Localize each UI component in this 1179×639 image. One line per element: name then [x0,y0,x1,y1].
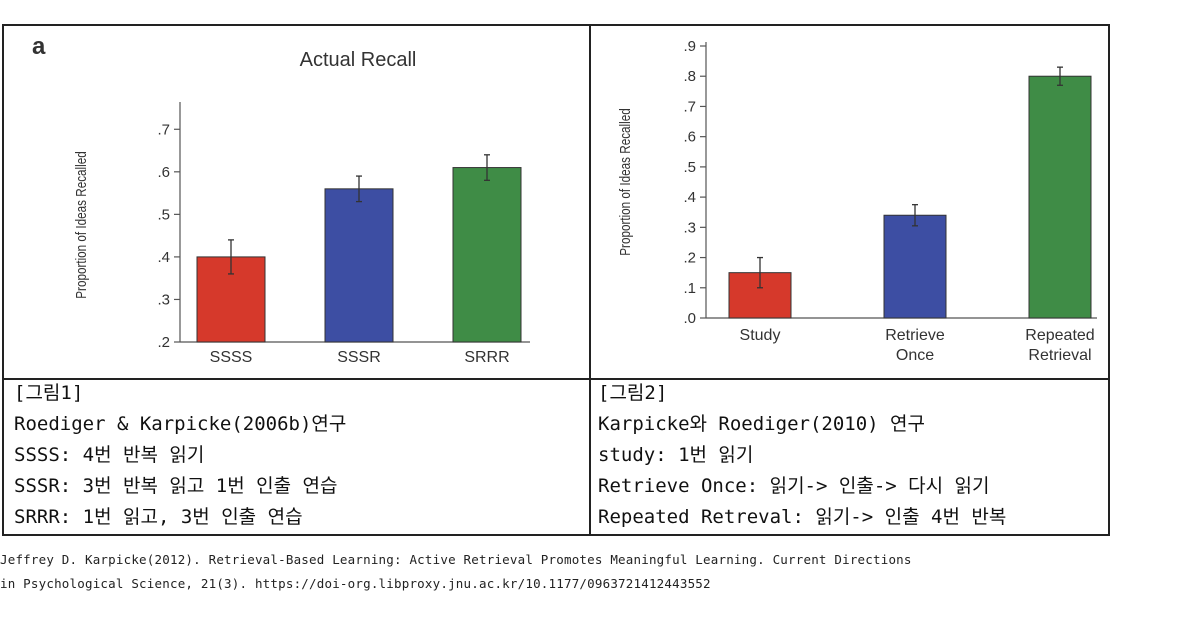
category-label: Retrieval [1028,347,1091,364]
chart-title: Actual Recall [300,49,417,71]
caption-line: Roediger & Karpicke(2006b)연구 [14,413,347,435]
bar-1 [883,214,947,319]
y-tick-label: .3 [683,219,696,236]
row-divider [4,378,1108,380]
caption-figure-1: [그림1] Roediger & Karpicke(2006b)연구 SSSS:… [14,378,346,533]
category-label: SSSR [337,349,381,366]
y-tick-label: .9 [683,38,696,55]
caption-line: study: 1번 읽기 [598,444,754,466]
y-tick-label: .3 [157,291,170,308]
y-tick-label: .0 [683,310,696,327]
caption-line: SSSR: 3번 반복 읽고 1번 인출 연습 [14,475,338,497]
caption-line: Retrieve Once: 읽기-> 인출-> 다시 읽기 [598,475,990,497]
column-divider [589,26,591,534]
bar-2 [452,167,522,343]
caption-line: Repeated Retreval: 읽기-> 인출 4번 반복 [598,506,1007,528]
category-label: Repeated [1025,327,1094,344]
bar-1 [324,188,394,343]
bar-2 [1028,75,1092,319]
panel-label: a [32,33,46,60]
caption-figure-2: [그림2] Karpicke와 Roediger(2010) 연구 study:… [598,378,1006,533]
y-tick-label: .7 [157,121,170,138]
caption-line: SSSS: 4번 반복 읽기 [14,444,205,466]
y-tick-label: .7 [683,98,696,115]
y-tick-label: .5 [683,159,696,176]
category-label: SRRR [464,349,509,366]
citation-line: in Psychological Science, 21(3). https:/… [0,576,711,591]
y-axis-label: Proportion of Ideas Recalled [617,108,634,255]
y-tick-label: .4 [157,249,170,266]
caption-line: Karpicke와 Roediger(2010) 연구 [598,413,925,435]
citation-line: Jeffrey D. Karpicke(2012). Retrieval-Bas… [0,552,912,567]
y-tick-label: .8 [683,68,696,85]
y-tick-label: .6 [683,129,696,146]
chart-retrieval-practice: Proportion of Ideas Recalled .0 .1 .2 .3 .4 .5… [617,38,1097,364]
y-axis-label: Proportion of Ideas Recalled [73,151,90,298]
y-tick-label: .4 [683,189,696,206]
caption-line: SRRR: 1번 읽고, 3번 인출 연습 [14,506,303,528]
chart-actual-recall: a Actual Recall Proportion of Ideas Recall… [32,33,530,366]
y-tick-label: .2 [683,250,696,267]
category-label: Once [896,347,934,364]
y-tick-label: .1 [683,280,696,297]
category-label: Retrieve [885,327,945,344]
y-tick-label: .2 [157,334,170,351]
category-label: SSSS [210,349,253,366]
citation: Jeffrey D. Karpicke(2012). Retrieval-Bas… [0,548,912,596]
category-label: Study [740,327,781,344]
y-tick-label: .6 [157,164,170,181]
caption-line: [그림2] [598,382,668,404]
figure-table [2,24,1110,536]
y-tick-label: .5 [157,206,170,223]
caption-line: [그림1] [14,382,84,404]
